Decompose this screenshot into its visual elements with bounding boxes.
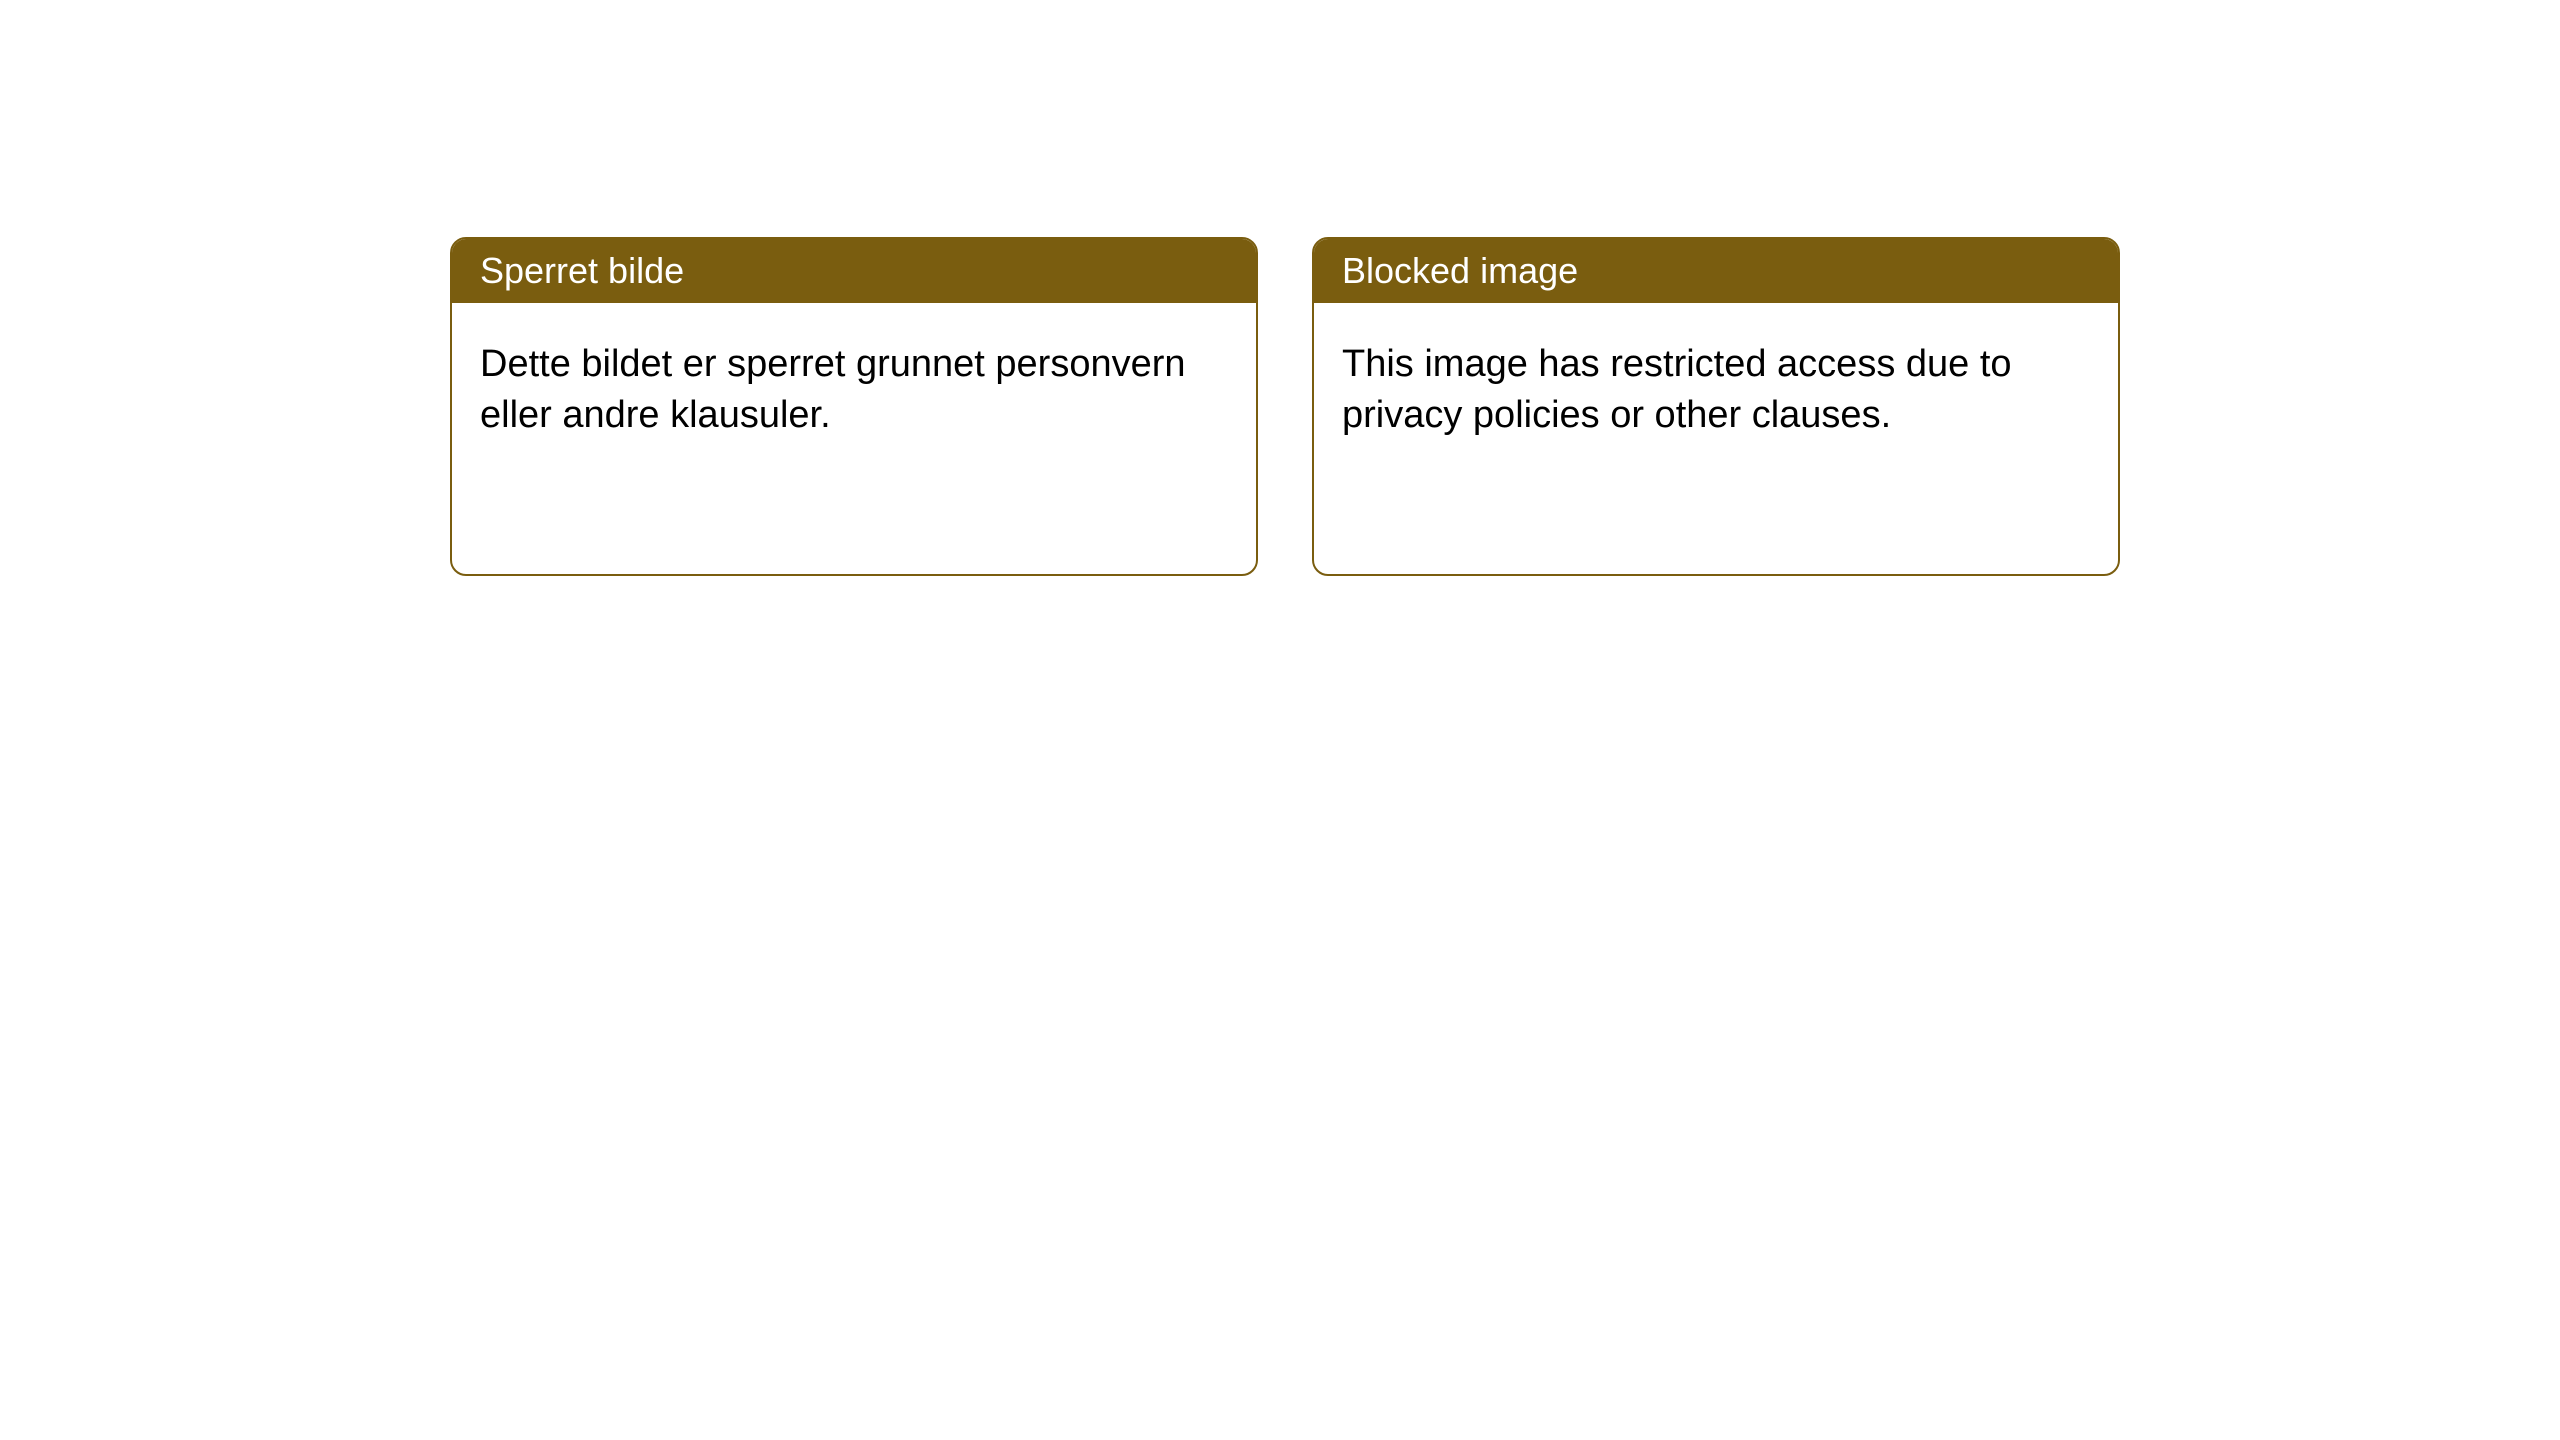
notice-card-body: This image has restricted access due to … xyxy=(1314,303,2118,478)
notice-card-english: Blocked image This image has restricted … xyxy=(1312,237,2120,576)
notice-card-norwegian: Sperret bilde Dette bildet er sperret gr… xyxy=(450,237,1258,576)
notice-container: Sperret bilde Dette bildet er sperret gr… xyxy=(0,0,2560,576)
notice-card-header: Sperret bilde xyxy=(452,239,1256,303)
notice-card-body: Dette bildet er sperret grunnet personve… xyxy=(452,303,1256,478)
notice-card-header: Blocked image xyxy=(1314,239,2118,303)
